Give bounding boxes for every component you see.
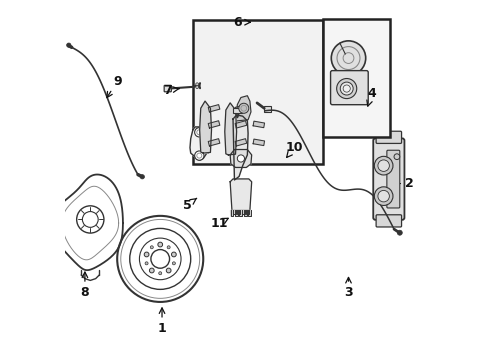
Bar <box>233 108 242 113</box>
Text: 9: 9 <box>113 75 121 88</box>
Polygon shape <box>244 211 246 216</box>
Polygon shape <box>235 121 246 128</box>
Circle shape <box>336 78 356 99</box>
Circle shape <box>159 272 162 275</box>
Text: 1: 1 <box>157 322 166 335</box>
Polygon shape <box>230 149 251 167</box>
Bar <box>323 19 389 137</box>
Polygon shape <box>230 211 233 216</box>
FancyBboxPatch shape <box>330 71 367 105</box>
Circle shape <box>377 160 388 171</box>
Polygon shape <box>208 105 220 112</box>
Polygon shape <box>253 121 264 128</box>
Polygon shape <box>253 139 264 145</box>
Polygon shape <box>245 211 248 214</box>
Circle shape <box>238 103 248 113</box>
Circle shape <box>140 175 144 179</box>
Text: 3: 3 <box>344 287 352 300</box>
FancyBboxPatch shape <box>164 85 171 92</box>
Polygon shape <box>224 103 236 155</box>
Polygon shape <box>230 179 251 211</box>
Polygon shape <box>235 211 237 216</box>
Text: 2: 2 <box>404 177 413 190</box>
Circle shape <box>150 246 153 249</box>
Polygon shape <box>248 211 251 216</box>
Circle shape <box>167 246 170 249</box>
Polygon shape <box>190 127 209 160</box>
Circle shape <box>396 230 402 235</box>
Text: 10: 10 <box>285 141 303 154</box>
Text: 5: 5 <box>183 199 191 212</box>
Circle shape <box>144 252 149 257</box>
FancyBboxPatch shape <box>375 131 401 143</box>
Circle shape <box>237 155 244 162</box>
Text: 4: 4 <box>366 87 375 100</box>
Polygon shape <box>235 139 246 146</box>
Circle shape <box>171 252 176 257</box>
Text: 11: 11 <box>210 216 228 230</box>
Circle shape <box>149 268 154 273</box>
Circle shape <box>195 83 198 86</box>
FancyBboxPatch shape <box>386 150 399 208</box>
Polygon shape <box>199 101 211 153</box>
Circle shape <box>194 128 203 137</box>
Polygon shape <box>241 211 244 214</box>
Circle shape <box>373 156 392 175</box>
Text: 6: 6 <box>233 16 241 29</box>
Circle shape <box>158 242 163 247</box>
Circle shape <box>195 86 198 89</box>
Polygon shape <box>208 121 220 128</box>
FancyBboxPatch shape <box>375 215 401 227</box>
Polygon shape <box>239 211 242 216</box>
Circle shape <box>393 154 399 159</box>
Polygon shape <box>236 96 250 121</box>
Text: 8: 8 <box>81 287 89 300</box>
Bar <box>192 21 323 164</box>
Bar <box>263 107 271 112</box>
Circle shape <box>66 43 71 47</box>
Circle shape <box>340 82 352 95</box>
Text: 7: 7 <box>163 84 171 97</box>
Polygon shape <box>232 211 235 214</box>
Polygon shape <box>233 116 247 180</box>
Circle shape <box>166 268 171 273</box>
Circle shape <box>373 187 392 206</box>
Circle shape <box>172 262 175 265</box>
Circle shape <box>330 41 365 75</box>
Circle shape <box>377 190 388 202</box>
Polygon shape <box>237 211 240 214</box>
Circle shape <box>194 151 203 160</box>
Circle shape <box>343 85 349 92</box>
FancyBboxPatch shape <box>372 138 404 220</box>
Polygon shape <box>235 105 246 112</box>
Circle shape <box>145 262 148 265</box>
Polygon shape <box>208 139 220 146</box>
